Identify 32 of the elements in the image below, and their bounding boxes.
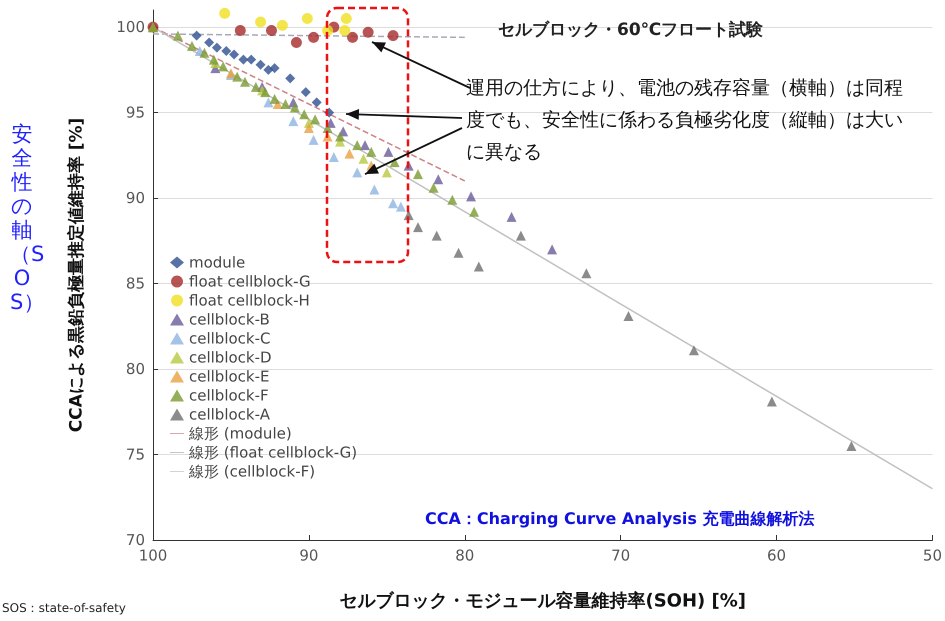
y-axis-title: CCAによる黒鉛負極量推定値維持率 [%] (66, 118, 86, 432)
y-tick-label: 95 (126, 104, 145, 122)
legend-label: 線形 (float cellblock-G) (188, 444, 358, 462)
annotation: 運用の仕方により、電池の残存容量（横軸）は同程度でも、安全性に係わる負極劣化度（縦軸）は大いに異なる (466, 76, 904, 165)
y-tick-label: 90 (126, 189, 145, 208)
legend-label: float cellblock-H (189, 292, 310, 310)
y-tick-label: 80 (126, 360, 145, 378)
legend-label: cellblock-B (189, 310, 270, 328)
x-tick-label: 80 (455, 546, 474, 564)
annotation: セルブロック・60℃フロート試験 (498, 19, 764, 41)
legend-label: 線形 (cellblock-F) (188, 462, 316, 480)
text: 安全性の軸（SOS） (10, 122, 44, 314)
x-axis-title: セルブロック・モジュール容量維持率(SOH) [%] (339, 590, 746, 612)
x-tick-label: 100 (138, 546, 168, 564)
legend-label: cellblock-F (189, 386, 269, 404)
x-tick-label: 50 (922, 546, 942, 564)
legend-label: cellblock-D (189, 348, 272, 366)
legend-label: float cellblock-G (189, 272, 311, 290)
x-tick-label: 90 (299, 546, 318, 564)
annotation: CCA：Charging Curve Analysis 充電曲線解析法 (425, 509, 816, 530)
legend-label: 線形 (module) (188, 424, 292, 442)
legend-label: cellblock-E (189, 368, 270, 386)
legend-label: cellblock-A (189, 406, 271, 424)
legend-label: module (189, 254, 246, 272)
x-tick-label: 60 (767, 546, 786, 564)
text: SOS：state-of-safety (2, 600, 127, 617)
y-tick-label: 70 (126, 531, 145, 549)
y-tick-label: 100 (116, 18, 145, 36)
legend-label: cellblock-C (189, 330, 270, 348)
y-tick-label: 85 (126, 274, 145, 293)
x-tick-label: 70 (611, 546, 630, 564)
y-tick-label: 75 (126, 446, 145, 464)
